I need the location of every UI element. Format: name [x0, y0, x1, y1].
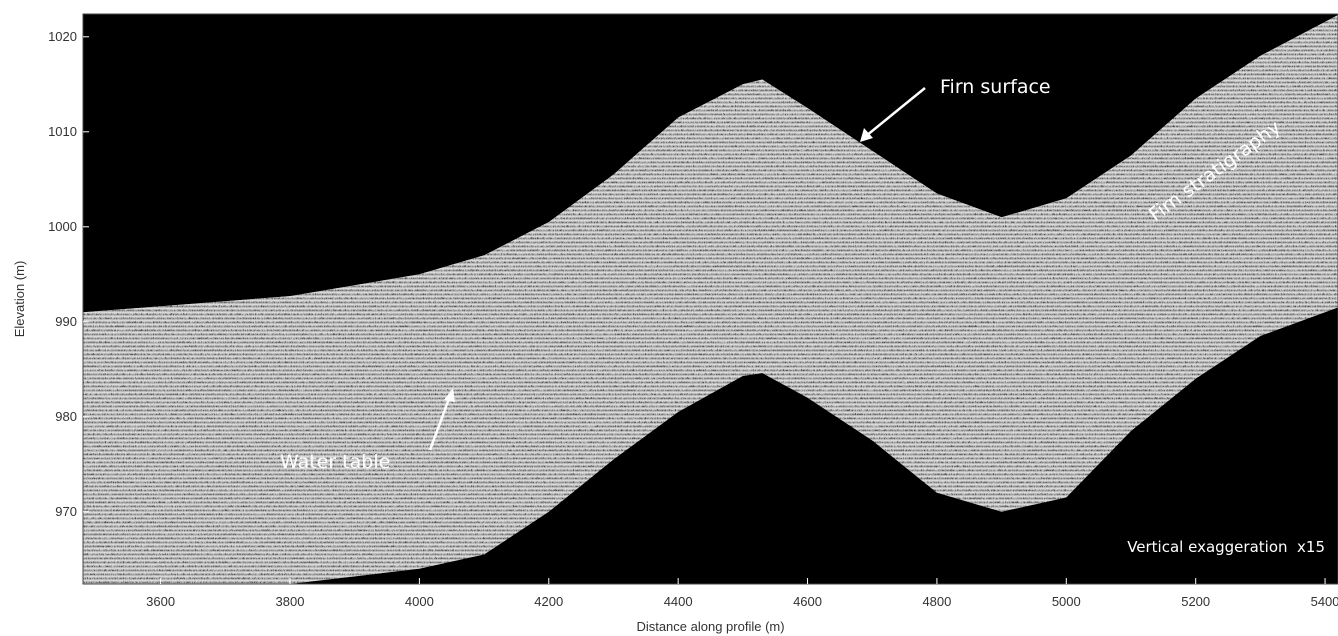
x-tick-label: 5400 [1311, 594, 1338, 609]
x-tick-label: 4800 [922, 594, 951, 609]
x-tick-label: 4000 [405, 594, 434, 609]
x-tick-label: 4400 [664, 594, 693, 609]
x-tick-label: 3600 [146, 594, 175, 609]
y-tick-label: 980 [55, 409, 77, 424]
y-tick-label: 970 [55, 504, 77, 519]
y-axis-label: Elevation (m) [12, 261, 27, 338]
x-tick-label: 4200 [534, 594, 563, 609]
y-tick-label: 1000 [48, 219, 77, 234]
annotation: Vertical exaggeration x15 [1127, 538, 1325, 556]
y-tick-label: 1020 [48, 29, 77, 44]
x-tick-label: 3800 [276, 594, 305, 609]
annotation: Firn surface [940, 76, 1051, 98]
plot-area [78, 14, 1338, 607]
y-tick-label: 990 [55, 314, 77, 329]
chart: 970 980 990 1000 1010 1020 3600 3800 4000 4200 440… [0, 0, 1338, 636]
x-axis-label: Distance along profile (m) [636, 619, 784, 634]
y-tick-label: 1010 [48, 124, 77, 139]
x-tick-label: 5000 [1052, 594, 1081, 609]
annotation: Water table [280, 451, 390, 473]
x-tick-label: 4600 [793, 594, 822, 609]
x-tick-label: 5200 [1181, 594, 1210, 609]
